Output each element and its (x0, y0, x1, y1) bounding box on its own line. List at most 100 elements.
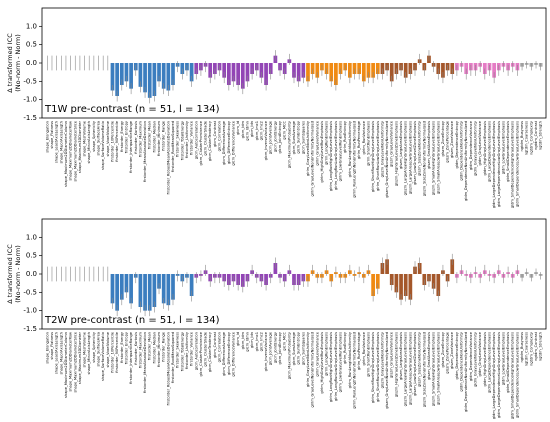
x-tick-label: glrlm_LongRunLowGrayLevelEmphasis (334, 332, 338, 401)
x-tick-label: glszm_SizeZoneNonUniformity (418, 120, 422, 176)
x-tick-label: glrlm_ShortRunHighGrayLevelEmphasis (371, 121, 375, 192)
x-tick-label: ngtdm_Contrast (534, 120, 538, 149)
panel-title: T2W pre-contrast (n = 51, l = 134) (44, 315, 220, 326)
x-tick-label: glcm_ClusterShade (204, 120, 208, 155)
bar (264, 63, 268, 85)
x-tick-label: glcm_ClusterProminence (199, 331, 203, 376)
x-tick-label: gldm_DependenceEntropy (455, 331, 459, 379)
x-tick-label: shape_MajorAxisLength (59, 332, 63, 374)
x-tick-label: shape_LeastAxisLength (55, 332, 59, 374)
x-tick-label: glrlm_ShortRunLowGrayLevelEmphasis (376, 121, 380, 191)
x-tick-label: glcm_Idm (241, 332, 245, 350)
x-tick-label: glszm_SmallAreaEmphasis (427, 121, 431, 169)
x-tick-label: gldm_DependenceNonUniformityNormalized (464, 332, 468, 412)
x-tick-label: glcm_SumAverage (292, 331, 296, 365)
bar (110, 274, 115, 304)
x-tick-label: glszm_SmallAreaEmphasis (427, 332, 431, 380)
x-tick-label: glszm_SmallAreaHighGrayLevelEmphasis (432, 121, 436, 195)
panel-title: T1W pre-contrast (n = 51, l = 134) (44, 104, 220, 115)
bar (129, 274, 133, 304)
x-tick-label: firstorder_Maximum (138, 332, 142, 369)
x-tick-label: firstorder_Median (152, 332, 156, 363)
bar (292, 63, 296, 78)
x-tick-label: firstorder_TotalEnergy (180, 120, 184, 160)
bar (161, 274, 166, 304)
bar (147, 274, 152, 311)
x-tick-label: glcm_Contrast (213, 120, 217, 146)
x-tick-label: ngtdm_Complexity (529, 120, 533, 155)
x-tick-label: glcm_DifferenceVariance (231, 331, 235, 376)
bar (119, 63, 124, 85)
bar (143, 63, 147, 93)
x-tick-label: glrlm_ShortRunLowGrayLevelEmphasis (376, 332, 380, 402)
bar (138, 63, 143, 87)
bar (129, 63, 133, 89)
x-tick-label: gldm_DependenceNonUniformityNormalized (464, 121, 468, 201)
x-tick-label: gldm_LargeDependenceLowGrayLevelEmphasis (497, 121, 501, 207)
x-tick-label: glrlm_GrayLevelNonUniformity (306, 331, 310, 387)
x-tick-label: shape_Maximum2DDiameterSlice (73, 331, 77, 392)
x-tick-label: glcm_ClusterTendency (208, 331, 212, 372)
x-tick-label: glcm_SumSquares (301, 121, 305, 154)
bar (315, 63, 320, 78)
x-tick-label: gldm_SmallDependenceEmphasis (506, 332, 510, 393)
x-tick-label: firstorder_Range (162, 331, 166, 362)
x-tick-label: ngtdm_Busyness (520, 332, 524, 363)
x-tick-label: glszm_SizeZoneNonUniformityNormalized (422, 121, 426, 196)
x-tick-label: glrlm_RunVariance (362, 331, 366, 365)
bar (189, 274, 194, 296)
x-tick-label: gldm_DependenceNonUniformity (460, 120, 464, 180)
x-tick-label: shape_Maximum2DDiameterColumn (64, 121, 68, 187)
x-tick-label: glszm_LargeAreaHighGrayLevelEmphasis (404, 332, 408, 406)
x-tick-label: glcm_MCC (283, 332, 287, 351)
x-tick-label: glszm_LargeAreaLowGrayLevelEmphasis (408, 332, 412, 405)
x-tick-label: glcm_DifferenceEntropy (227, 120, 231, 164)
x-tick-label: gldm_SmallDependenceLowGrayLevelEmphasis (515, 332, 519, 418)
x-tick-label: glcm_Idn (250, 332, 254, 348)
x-tick-label: glcm_Idmn (245, 121, 249, 141)
x-tick-label: firstorder_InterquartileRange (129, 331, 133, 384)
x-tick-label: gldm_LargeDependenceEmphasis (487, 332, 491, 393)
x-tick-label: firstorder_Variance (190, 331, 194, 366)
x-tick-label: firstorder_RobustMeanAbsoluteDeviation (166, 121, 170, 194)
bar (161, 63, 166, 89)
x-tick-label: shape_SurfaceArea (97, 121, 101, 156)
y-axis-label: (No-norm - Norm) (14, 34, 22, 92)
bar (147, 63, 152, 98)
x-tick-label: shape_SurfaceArea (97, 332, 101, 367)
bar (119, 274, 124, 300)
x-tick-label: firstorder_Minimum (157, 332, 161, 368)
x-tick-label: firstorder_10Percentile (110, 331, 114, 372)
x-tick-label: gldm_GrayLevelNonUniformity (474, 120, 478, 176)
x-tick-label: ngtdm_Strength (539, 121, 543, 150)
x-tick-label: firstorder_Skewness (176, 121, 180, 157)
x-tick-label: glcm_Imc2 (259, 332, 263, 351)
y-tick-label: 0.5 (26, 41, 37, 49)
x-tick-label: gldm_SmallDependenceHighGrayLevelEmphasi… (511, 332, 515, 419)
bar (245, 63, 250, 82)
x-tick-label: glszm_LargeAreaLowGrayLevelEmphasis (408, 121, 412, 194)
bar (259, 63, 264, 78)
x-tick-label: firstorder_Variance (190, 120, 194, 155)
y-axis-label: Δ transformed ICC (6, 33, 14, 93)
x-tick-label: glszm_ZoneVariance (450, 120, 454, 158)
x-tick-label: firstorder_TotalEnergy (180, 331, 184, 371)
x-tick-label: glcm_JointAverage (269, 331, 273, 365)
bar (306, 63, 310, 82)
x-tick-label: firstorder_Energy (120, 331, 124, 363)
bar (399, 274, 403, 300)
y-tick-label: 0.5 (26, 252, 37, 260)
x-tick-label: glrlm_LowGrayLevelRunEmphasis (339, 121, 343, 182)
x-tick-label: shape_VoxelVolume (106, 331, 110, 367)
x-tick-label: glszm_SmallAreaLowGrayLevelEmphasis (436, 332, 440, 405)
x-tick-label: glszm_HighGrayLevelZoneEmphasis (394, 121, 398, 186)
bar (347, 63, 352, 78)
x-tick-label: glcm_Contrast (213, 331, 217, 357)
x-tick-label: glcm_MaximumProbability (287, 331, 291, 379)
x-tick-label: gldm_SmallDependenceEmphasis (506, 121, 510, 182)
bar (226, 63, 231, 85)
x-tick-label: glrlm_LongRunHighGrayLevelEmphasis (329, 121, 333, 191)
x-tick-label: glszm_LowGrayLevelZoneEmphasis (413, 332, 417, 396)
x-tick-label: shape_Sphericity (92, 120, 96, 152)
